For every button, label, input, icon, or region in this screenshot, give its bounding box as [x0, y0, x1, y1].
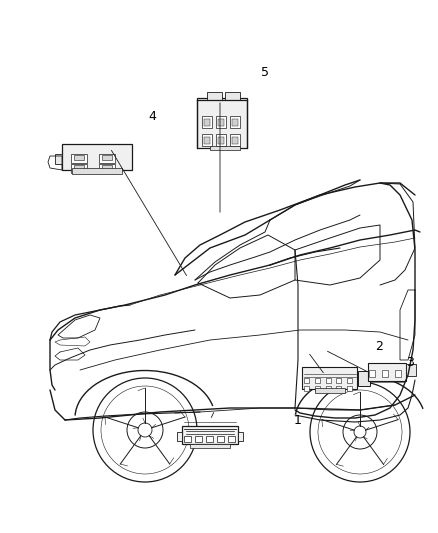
FancyBboxPatch shape — [195, 436, 202, 442]
FancyBboxPatch shape — [202, 116, 212, 128]
FancyBboxPatch shape — [304, 386, 309, 391]
FancyBboxPatch shape — [62, 144, 132, 170]
FancyBboxPatch shape — [207, 92, 222, 100]
FancyBboxPatch shape — [225, 92, 240, 100]
FancyBboxPatch shape — [204, 137, 210, 144]
FancyBboxPatch shape — [232, 137, 238, 144]
FancyBboxPatch shape — [406, 364, 416, 376]
FancyBboxPatch shape — [182, 426, 238, 444]
FancyBboxPatch shape — [71, 164, 87, 173]
FancyBboxPatch shape — [347, 378, 352, 383]
FancyBboxPatch shape — [99, 154, 115, 163]
FancyBboxPatch shape — [395, 370, 401, 377]
FancyBboxPatch shape — [336, 378, 341, 383]
Text: 2: 2 — [375, 341, 383, 353]
FancyBboxPatch shape — [102, 165, 112, 170]
FancyBboxPatch shape — [55, 154, 62, 164]
FancyBboxPatch shape — [230, 116, 240, 128]
FancyBboxPatch shape — [358, 371, 370, 386]
FancyBboxPatch shape — [204, 119, 210, 126]
FancyBboxPatch shape — [217, 436, 224, 442]
Text: 1: 1 — [294, 414, 302, 426]
FancyBboxPatch shape — [71, 154, 87, 163]
FancyBboxPatch shape — [302, 367, 357, 389]
FancyBboxPatch shape — [197, 98, 247, 148]
FancyBboxPatch shape — [216, 134, 226, 146]
FancyBboxPatch shape — [304, 378, 309, 383]
Text: 4: 4 — [148, 110, 156, 124]
FancyBboxPatch shape — [238, 432, 243, 441]
FancyBboxPatch shape — [315, 388, 345, 393]
FancyBboxPatch shape — [218, 119, 224, 126]
FancyBboxPatch shape — [347, 386, 352, 391]
FancyBboxPatch shape — [99, 164, 115, 173]
FancyBboxPatch shape — [232, 119, 238, 126]
FancyBboxPatch shape — [72, 168, 122, 174]
FancyBboxPatch shape — [325, 386, 331, 391]
FancyBboxPatch shape — [74, 165, 84, 170]
FancyBboxPatch shape — [216, 116, 226, 128]
FancyBboxPatch shape — [102, 155, 112, 160]
FancyBboxPatch shape — [230, 134, 240, 146]
FancyBboxPatch shape — [382, 370, 388, 377]
FancyBboxPatch shape — [202, 134, 212, 146]
FancyBboxPatch shape — [210, 146, 240, 150]
FancyBboxPatch shape — [177, 432, 182, 441]
FancyBboxPatch shape — [336, 386, 341, 391]
FancyBboxPatch shape — [184, 436, 191, 442]
FancyBboxPatch shape — [228, 436, 235, 442]
Text: 3: 3 — [406, 356, 414, 368]
FancyBboxPatch shape — [315, 378, 320, 383]
Text: 5: 5 — [261, 66, 269, 78]
FancyBboxPatch shape — [74, 155, 84, 160]
FancyBboxPatch shape — [369, 370, 375, 377]
FancyBboxPatch shape — [368, 363, 406, 381]
FancyBboxPatch shape — [218, 137, 224, 144]
FancyBboxPatch shape — [190, 444, 230, 448]
FancyBboxPatch shape — [325, 378, 331, 383]
FancyBboxPatch shape — [206, 436, 213, 442]
FancyBboxPatch shape — [315, 386, 320, 391]
